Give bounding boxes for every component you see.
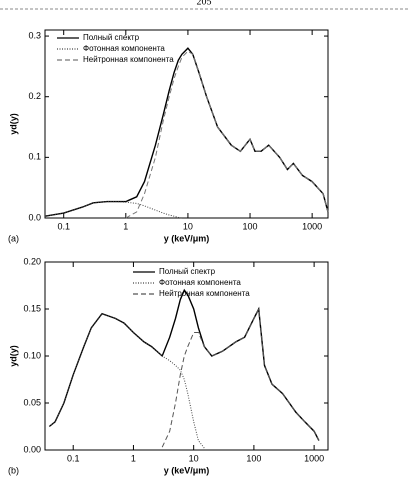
page-number: 205 — [197, 0, 212, 7]
legend-label: Фотонная компонента — [159, 278, 241, 287]
legend-label: Нейтронная компонента — [83, 55, 174, 64]
x-tick-label: 10 — [183, 221, 193, 231]
y-axis-label: yd(y) — [8, 113, 18, 135]
x-axis-label: y (keV/μm) — [164, 233, 210, 243]
panel-label: (b) — [8, 465, 19, 475]
x-tick-label: 0.1 — [67, 453, 80, 463]
plot-frame — [44, 29, 329, 219]
x-tick-label: 1 — [131, 453, 136, 463]
y-tick-label: 0.1 — [28, 152, 41, 162]
series-line — [161, 307, 320, 448]
x-tick-label: 1000 — [302, 221, 322, 231]
x-tick-label: 1 — [123, 221, 128, 231]
x-tick-label: 100 — [243, 221, 258, 231]
series-line — [48, 288, 320, 441]
x-tick-label: 1000 — [304, 453, 324, 463]
legend-label: Полный спектр — [83, 33, 140, 42]
x-tick-label: 100 — [246, 453, 261, 463]
y-tick-label: 0.00 — [23, 444, 41, 454]
legend-label: Фотонная компонента — [83, 44, 165, 53]
series-line — [44, 47, 329, 217]
series-line — [44, 201, 182, 219]
y-tick-label: 0.20 — [23, 256, 41, 266]
series-line — [48, 313, 205, 449]
y-tick-label: 0.10 — [23, 350, 41, 360]
x-tick-label: 10 — [189, 453, 199, 463]
legend-label: Полный спектр — [159, 267, 216, 276]
y-tick-label: 0.2 — [28, 91, 41, 101]
y-tick-label: 0.3 — [28, 30, 41, 40]
y-tick-label: 0.15 — [23, 303, 41, 313]
y-axis-label: yd(y) — [8, 345, 18, 367]
y-tick-label: 0.0 — [28, 212, 41, 222]
series-line — [125, 50, 329, 219]
x-tick-label: 0.1 — [57, 221, 70, 231]
panel-label: (a) — [8, 233, 19, 243]
x-axis-label: y (keV/μm) — [164, 465, 210, 475]
legend-label: Нейтронная компонента — [159, 289, 250, 298]
y-tick-label: 0.05 — [23, 397, 41, 407]
